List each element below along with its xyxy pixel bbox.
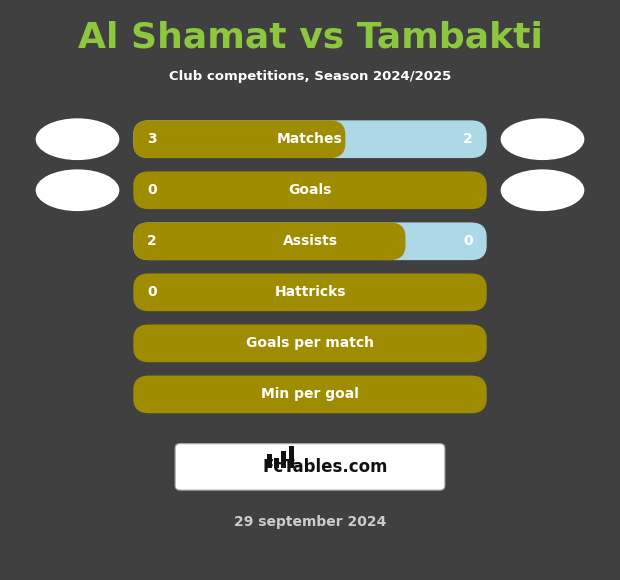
- Text: Goals per match: Goals per match: [246, 336, 374, 350]
- FancyBboxPatch shape: [175, 444, 445, 490]
- Text: 0: 0: [147, 183, 157, 197]
- Text: Al Shamat vs Tambakti: Al Shamat vs Tambakti: [78, 21, 542, 55]
- Text: 0: 0: [463, 234, 473, 248]
- Ellipse shape: [35, 169, 119, 211]
- FancyBboxPatch shape: [133, 121, 345, 158]
- Ellipse shape: [501, 118, 584, 160]
- Text: FcTables.com: FcTables.com: [263, 458, 388, 476]
- Text: Goals: Goals: [288, 183, 332, 197]
- Text: Club competitions, Season 2024/2025: Club competitions, Season 2024/2025: [169, 70, 451, 83]
- FancyBboxPatch shape: [133, 222, 405, 260]
- FancyBboxPatch shape: [133, 121, 487, 158]
- FancyBboxPatch shape: [289, 446, 294, 468]
- Text: Assists: Assists: [283, 234, 337, 248]
- FancyBboxPatch shape: [281, 451, 286, 468]
- FancyBboxPatch shape: [133, 222, 487, 260]
- FancyBboxPatch shape: [133, 171, 487, 209]
- Ellipse shape: [501, 169, 584, 211]
- Text: 2: 2: [463, 132, 473, 146]
- Text: 0: 0: [147, 285, 157, 299]
- FancyBboxPatch shape: [133, 376, 487, 413]
- Ellipse shape: [35, 118, 119, 160]
- FancyBboxPatch shape: [274, 458, 279, 468]
- FancyBboxPatch shape: [133, 274, 487, 311]
- Text: Min per goal: Min per goal: [261, 387, 359, 401]
- Text: Matches: Matches: [277, 132, 343, 146]
- Text: 3: 3: [147, 132, 157, 146]
- Text: Hattricks: Hattricks: [274, 285, 346, 299]
- FancyBboxPatch shape: [267, 454, 272, 468]
- Text: 2: 2: [147, 234, 157, 248]
- FancyBboxPatch shape: [133, 325, 487, 362]
- Text: 29 september 2024: 29 september 2024: [234, 515, 386, 529]
